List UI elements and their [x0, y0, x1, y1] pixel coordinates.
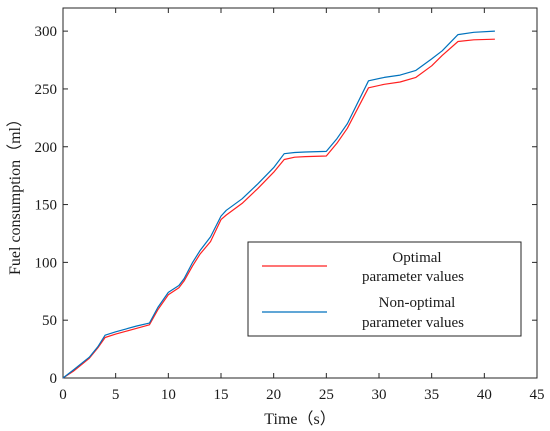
data-series [62, 30, 495, 379]
x-tick-label: 10 [161, 387, 176, 403]
y-tick-label: 0 [50, 371, 58, 387]
y-tick-label: 50 [42, 313, 57, 329]
y-axis-title: Fuel consumption（ml） [6, 111, 24, 275]
legend-label-optimal-line1: Optimal [392, 250, 441, 266]
x-tick-label: 35 [424, 387, 439, 403]
x-tick-label: 45 [530, 387, 545, 403]
x-tick-label: 20 [266, 387, 281, 403]
x-tick-label: 5 [112, 387, 120, 403]
legend-label-non-optimal-line1: Non-optimal [379, 295, 456, 311]
legend-label-non-optimal-line2: parameter values [362, 315, 464, 331]
axis-ticks: 0 5 10 15 20 25 30 35 40 45 0 50 100 150 200 250 300 [35, 8, 545, 403]
legend: Optimal parameter values Non-optimal par… [247, 241, 522, 337]
x-tick-label: 40 [477, 387, 492, 403]
series-line-optimal [62, 38, 495, 379]
y-tick-label: 200 [35, 140, 58, 156]
series-line-non-optimal [62, 30, 495, 379]
x-tick-label: 0 [59, 387, 67, 403]
legend-box [247, 241, 522, 337]
legend-label-optimal-line2: parameter values [362, 269, 464, 285]
y-tick-label: 100 [35, 255, 58, 271]
y-tick-label: 150 [35, 198, 58, 214]
x-tick-label: 30 [372, 387, 387, 403]
x-tick-label: 25 [319, 387, 334, 403]
y-tick-label: 300 [35, 24, 58, 40]
y-tick-label: 250 [35, 82, 58, 98]
x-axis-title: Time（s） [264, 410, 335, 428]
x-tick-label: 15 [214, 387, 229, 403]
